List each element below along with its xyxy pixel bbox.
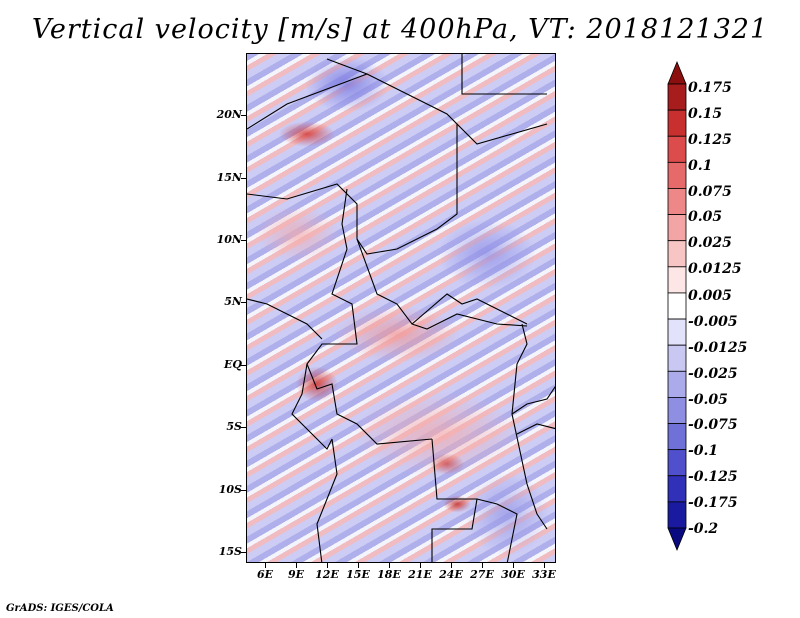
colorbar-cell <box>667 240 687 268</box>
colorbar-cell <box>667 292 687 320</box>
x-tick-mark <box>513 563 514 568</box>
y-tick-mark <box>241 115 246 116</box>
colorbar-cell <box>667 475 687 503</box>
x-tick-label: 18E <box>377 568 401 581</box>
colorbar-cell <box>667 109 687 137</box>
colorbar-cell <box>667 83 687 111</box>
x-tick-mark <box>482 563 483 568</box>
colorbar-cell <box>667 370 687 398</box>
y-tick-label: 20N <box>216 108 242 121</box>
colorbar-top-arrow <box>667 60 687 85</box>
y-tick-mark <box>241 427 246 428</box>
colorbar-label: 0.175 <box>688 80 732 96</box>
y-tick-mark <box>241 552 246 553</box>
x-tick-label: 33E <box>532 568 556 581</box>
colorbar-label: -0.2 <box>688 521 719 537</box>
y-tick-label: 15S <box>218 545 242 558</box>
x-tick-mark <box>358 563 359 568</box>
y-tick-label: 10N <box>216 233 242 246</box>
colorbar-cell <box>667 266 687 294</box>
colorbar-cell <box>667 135 687 163</box>
y-tick-mark <box>241 240 246 241</box>
y-tick-label: EQ <box>224 358 242 371</box>
colorbar-label: -0.075 <box>688 417 738 433</box>
y-tick-label: 10S <box>218 483 242 496</box>
y-tick-label: 15N <box>216 171 242 184</box>
colorbar-label: 0.05 <box>688 209 723 225</box>
x-tick-mark <box>389 563 390 568</box>
colorbar-label: -0.025 <box>688 366 738 382</box>
x-tick-label: 30E <box>501 568 525 581</box>
colorbar-label: -0.175 <box>688 495 738 511</box>
x-tick-mark <box>544 563 545 568</box>
colorbar-bottom-arrow <box>667 527 687 552</box>
colorbar-label: 0.0125 <box>688 261 742 277</box>
x-tick-label: 12E <box>315 568 339 581</box>
x-tick-label: 9E <box>287 568 305 581</box>
chart-title: Vertical velocity [m/s] at 400hPa, VT: 2… <box>31 14 769 45</box>
colorbar-label: -0.1 <box>688 443 719 459</box>
x-tick-mark <box>296 563 297 568</box>
y-tick-mark <box>241 178 246 179</box>
colorbar-label: 0.125 <box>688 132 732 148</box>
x-tick-label: 21E <box>408 568 432 581</box>
colorbar-cell <box>667 161 687 189</box>
colorbar-label: 0.075 <box>688 184 732 200</box>
colorbar-cell <box>667 344 687 372</box>
x-tick-label: 15E <box>346 568 370 581</box>
y-tick-mark <box>241 490 246 491</box>
x-tick-label: 27E <box>470 568 494 581</box>
x-tick-mark <box>327 563 328 568</box>
colorbar-label: -0.005 <box>688 314 738 330</box>
grads-credit: GrADS: IGES/COLA <box>6 603 114 614</box>
colorbar-cell <box>667 214 687 242</box>
colorbar-label: 0.005 <box>688 288 732 304</box>
map-plot-area <box>246 53 556 563</box>
y-tick-mark <box>241 302 246 303</box>
colorbar-cell <box>667 501 687 529</box>
colorbar-cell <box>667 423 687 451</box>
y-tick-mark <box>241 365 246 366</box>
x-tick-mark <box>265 563 266 568</box>
colorbar-label: -0.0125 <box>688 340 748 356</box>
country-borders <box>247 54 555 562</box>
colorbar-cell <box>667 318 687 346</box>
y-tick-label: 5N <box>224 295 242 308</box>
colorbar-cell <box>667 188 687 215</box>
colorbar-cell <box>667 449 687 477</box>
x-tick-label: 6E <box>256 568 274 581</box>
colorbar-label: 0.1 <box>688 158 713 174</box>
colorbar-cell <box>667 397 687 424</box>
colorbar-label: -0.125 <box>688 469 738 485</box>
colorbar-label: -0.05 <box>688 392 728 408</box>
x-tick-label: 24E <box>439 568 463 581</box>
colorbar-label: 0.025 <box>688 235 732 251</box>
colorbar-label: 0.15 <box>688 106 723 122</box>
colorbar <box>667 60 687 552</box>
y-tick-label: 5S <box>226 420 242 433</box>
x-tick-mark <box>420 563 421 568</box>
x-tick-mark <box>451 563 452 568</box>
